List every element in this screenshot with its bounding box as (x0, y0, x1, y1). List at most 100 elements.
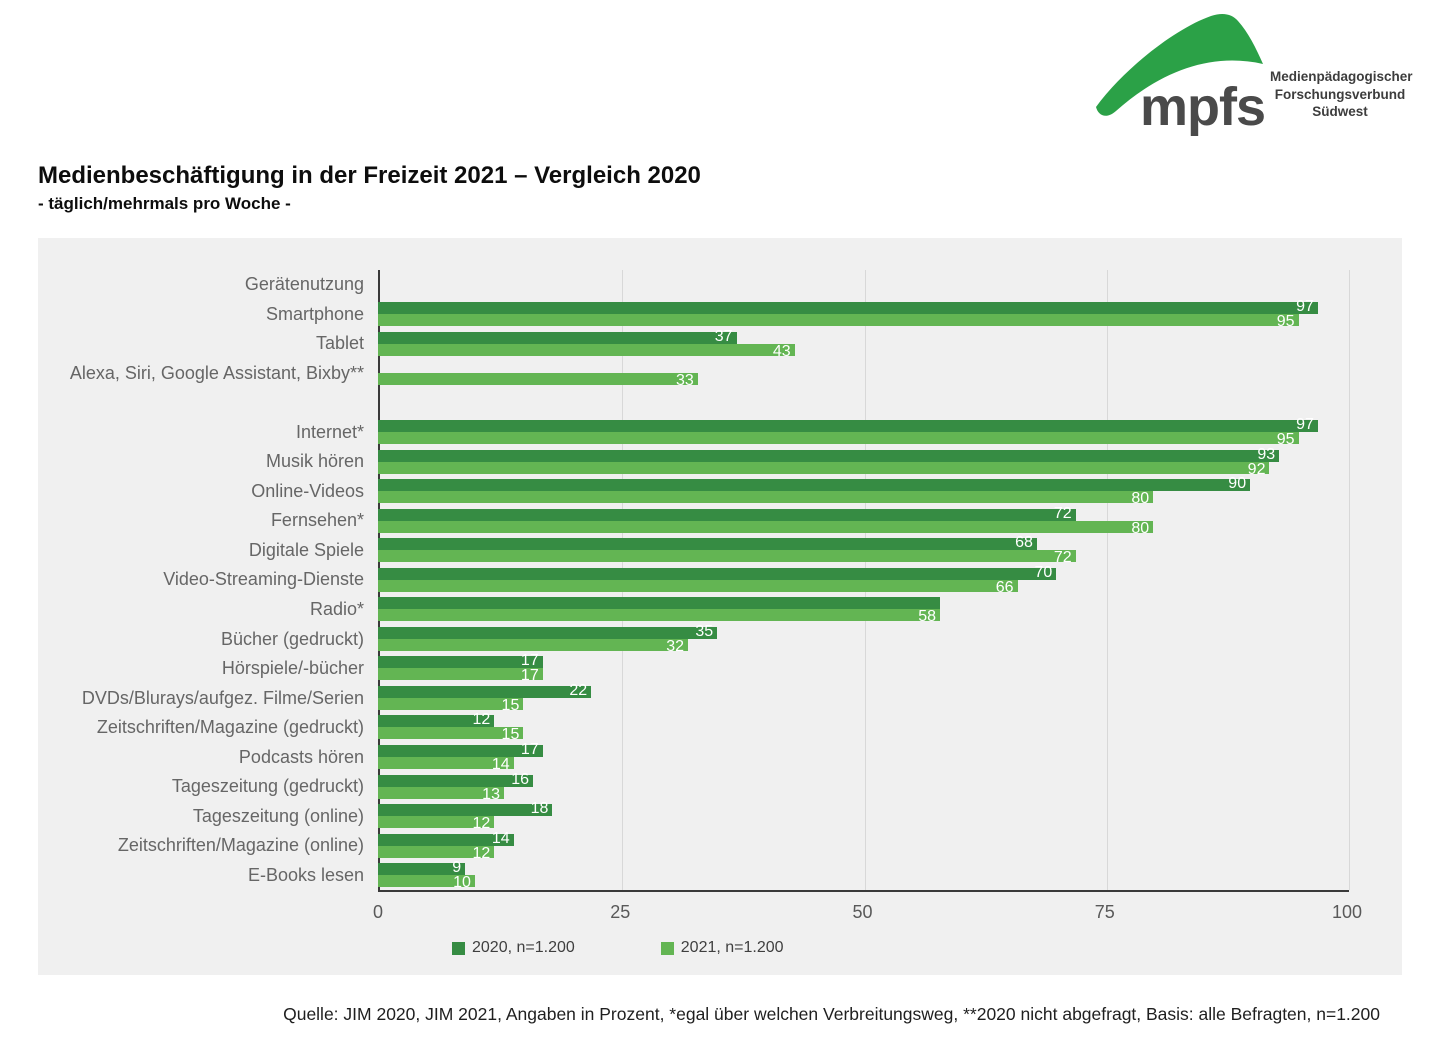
bar-2021-15: 15 (378, 697, 524, 714)
category-label: DVDs/Blurays/aufgez. Filme/Serien (81, 687, 364, 708)
bar-value-label: 37 (714, 327, 733, 345)
category-bars: 72 80 (378, 504, 1347, 537)
bar-2021-14: 14 (378, 756, 514, 773)
chart-row: Musik hören 93 92 (38, 445, 1402, 478)
section-label: Gerätenutzung (244, 274, 364, 295)
x-tick-label-75: 75 (1094, 902, 1115, 922)
category-label: Internet* (295, 421, 364, 442)
bar-2020-97: 97 (378, 416, 1318, 433)
category-label: Tageszeitung (gedruckt) (171, 776, 364, 797)
category-label (38, 388, 378, 418)
category-label: Zeitschriften/Magazine (gedruckt) (96, 717, 364, 738)
bar-2020-16: 16 (378, 771, 534, 788)
chart-panel: Gerätenutzung Smartphone 97 95 Tablet 37 43 Ale… (38, 238, 1402, 975)
bar-2021-13: 13 (378, 786, 504, 803)
org-line-2: Forschungsverbund (1274, 86, 1406, 102)
bar-2021-32: 32 (378, 638, 689, 655)
bar-value-label: 72 (1053, 549, 1072, 567)
category-label: Online-Videos (251, 480, 364, 501)
bar-value-label: 35 (695, 622, 714, 640)
chart-row: Online-Videos 90 80 (38, 475, 1402, 507)
bar-value-label: 15 (501, 696, 520, 714)
chart-row: Tageszeitung (online) 18 12 (38, 800, 1402, 832)
chart-row: Video-Streaming-Dienste 70 66 (38, 564, 1402, 596)
bar-2021-80: 80 (378, 490, 1154, 507)
bar-2020-35: 35 (378, 623, 718, 640)
bar-2020-22: 22 (378, 682, 592, 699)
category-bars: 37 43 (378, 328, 1347, 360)
category-label: Smartphone (265, 303, 364, 324)
legend-swatch-icon (660, 941, 674, 955)
bar-value-label: 17 (520, 652, 539, 670)
bar-value-label: 12 (472, 815, 491, 833)
chart-row: Digitale Spiele 68 72 (38, 534, 1402, 566)
mpfs-wordmark: mpfs (1140, 77, 1266, 137)
bar-2020-18: 18 (378, 800, 553, 817)
bar-value-label: 93 (1257, 445, 1276, 463)
bar-2020-37: 37 (378, 328, 737, 345)
bar-value-label: 10 (453, 874, 471, 892)
category-bars: 70 66 (378, 564, 1347, 596)
category-label: Alexa, Siri, Google Assistant, Bixby** (69, 362, 364, 383)
chart-row: Podcasts hören 17 14 (38, 741, 1402, 773)
bar-2021-17: 17 (378, 667, 543, 684)
legend-label: 2021, n=1.200 (680, 939, 784, 956)
bar-2021-58: 58 (378, 608, 941, 625)
bar-2021-66: 66 (378, 579, 1018, 596)
x-tick-label-25: 25 (610, 902, 631, 922)
category-bars (378, 388, 1347, 418)
chart-body: Gerätenutzung Smartphone 97 95 Tablet 37 43 Ale… (38, 270, 1402, 892)
category-bars: 68 72 (378, 534, 1347, 566)
category-bars: 17 14 (378, 741, 1347, 773)
gridline-100 (1349, 270, 1350, 890)
legend-swatch-icon (452, 941, 465, 955)
bar-2020-70: 70 (378, 564, 1057, 581)
category-bars: 90 80 (378, 475, 1347, 507)
bar-value-label: 15 (501, 726, 520, 744)
chart-row: Smartphone 97 95 (38, 298, 1402, 331)
bar-value-label: 95 (1276, 313, 1295, 331)
bar-value-label: 68 (1015, 534, 1033, 552)
bar-2020-17: 17 (378, 652, 543, 669)
category-label: Zeitschriften/Magazine (online) (117, 835, 364, 856)
category-bars (378, 270, 1347, 300)
org-line-1: Medienpädagogischer (1270, 69, 1413, 84)
x-axis-ticks: 0 25 50 75 100 (373, 890, 1362, 924)
bar-value-label: 9 (452, 859, 462, 877)
category-bars: 93 92 (378, 445, 1347, 478)
bar-value-label: 80 (1131, 490, 1150, 508)
category-label: Tablet (315, 333, 364, 354)
category-label: Podcasts hören (238, 746, 364, 767)
category-label: Musik hören (265, 451, 364, 472)
bar-value-label: 43 (772, 342, 791, 360)
bar-2020-97: 97 (378, 298, 1318, 315)
bar-2020-17: 17 (378, 741, 543, 758)
source-note: Quelle: JIM 2020, JIM 2021, Angaben in P… (283, 1004, 1380, 1024)
category-bars: 58 (378, 595, 1347, 625)
bar-2021-12: 12 (378, 815, 495, 832)
chart-row: Tageszeitung (gedruckt) 16 13 (38, 771, 1402, 803)
chart-header: Medienbeschäftigung in der Freizeit 2021… (38, 162, 701, 214)
chart-row: Zeitschriften/Magazine (gedruckt) 12 15 (38, 711, 1402, 744)
legend-item-2020: 2020, n=1.200 (452, 940, 575, 956)
category-bars: 16 13 (378, 771, 1347, 803)
bar-value-label: 80 (1131, 519, 1150, 537)
x-tick-label-100: 100 (1331, 902, 1363, 922)
bar-2020-58 (378, 597, 941, 610)
bar-value-label: 90 (1228, 475, 1247, 493)
bar-value-label: 66 (995, 578, 1014, 596)
bar-2020-90: 90 (378, 475, 1251, 492)
spacer-row (38, 388, 1402, 418)
chart-row: Internet* 97 95 (38, 416, 1402, 448)
page-title: Medienbeschäftigung in der Freizeit 2021… (38, 162, 701, 189)
chart-row: Tablet 37 43 (38, 328, 1402, 360)
bar-2021-10: 10 (378, 874, 475, 891)
bar-value-label: 72 (1053, 504, 1072, 522)
bar-2021-33: 33 (378, 372, 698, 389)
bar-value-label: 12 (472, 844, 491, 862)
bar-value-label: 22 (569, 681, 588, 699)
category-bars: 9 10 (378, 859, 1347, 891)
bar-2021-72: 72 (378, 549, 1076, 566)
bar-value-label: 97 (1296, 416, 1314, 434)
bar-value-label: 92 (1247, 460, 1266, 478)
